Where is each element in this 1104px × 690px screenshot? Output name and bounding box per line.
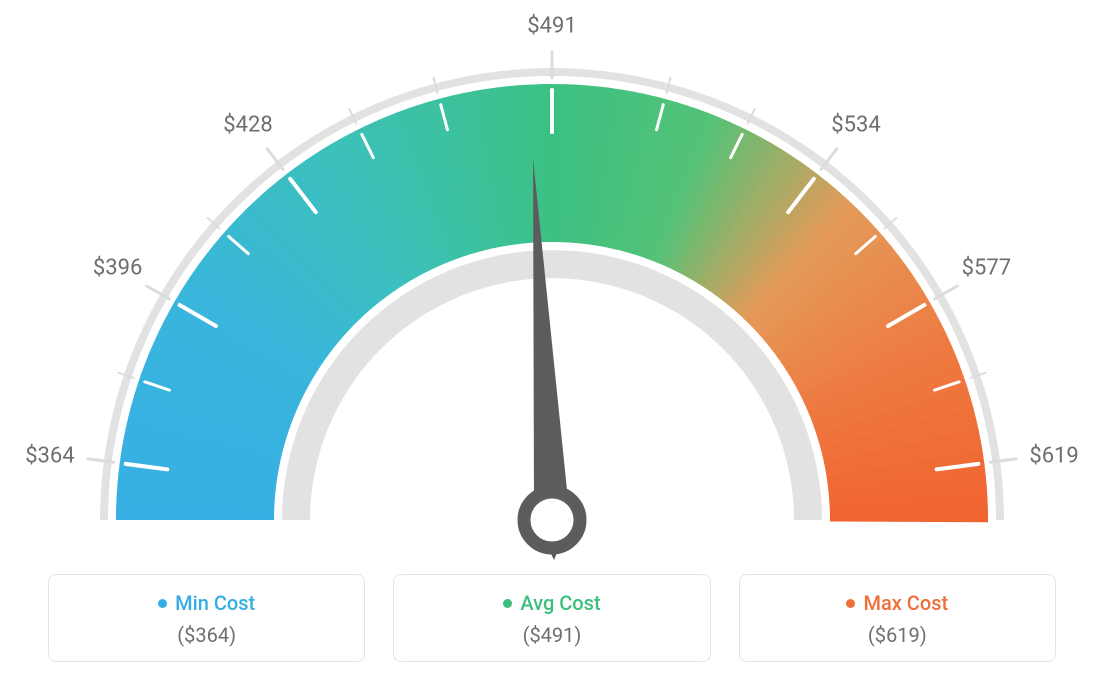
- legend-card-max: Max Cost ($619): [739, 574, 1056, 662]
- dot-icon: [503, 599, 512, 608]
- gauge-tick-label: $619: [1029, 443, 1078, 468]
- legend-label-text: Min Cost: [175, 591, 255, 615]
- gauge-chart: $364 $396 $428 $491 $534 $577 $619: [0, 0, 1104, 560]
- gauge-tick-label: $534: [831, 113, 880, 138]
- legend-label-max: Max Cost: [846, 591, 948, 615]
- gauge-tick-label: $491: [527, 14, 576, 39]
- gauge-tick-label: $577: [962, 256, 1011, 281]
- dot-icon: [158, 599, 167, 608]
- legend-label-min: Min Cost: [158, 591, 255, 615]
- legend-value-max: ($619): [740, 623, 1055, 647]
- dot-icon: [846, 599, 855, 608]
- gauge-tick-label: $428: [223, 113, 272, 138]
- gauge-svg: [0, 0, 1104, 560]
- legend-label-text: Avg Cost: [520, 591, 600, 615]
- legend-card-avg: Avg Cost ($491): [393, 574, 710, 662]
- legend-label-text: Max Cost: [863, 591, 948, 615]
- gauge-tick-label: $396: [93, 256, 142, 281]
- legend-card-min: Min Cost ($364): [48, 574, 365, 662]
- legend-value-min: ($364): [49, 623, 364, 647]
- legend-label-avg: Avg Cost: [503, 591, 600, 615]
- legend-value-avg: ($491): [394, 623, 709, 647]
- legend-row: Min Cost ($364) Avg Cost ($491) Max Cost…: [48, 574, 1056, 662]
- gauge-tick-label: $364: [25, 443, 74, 468]
